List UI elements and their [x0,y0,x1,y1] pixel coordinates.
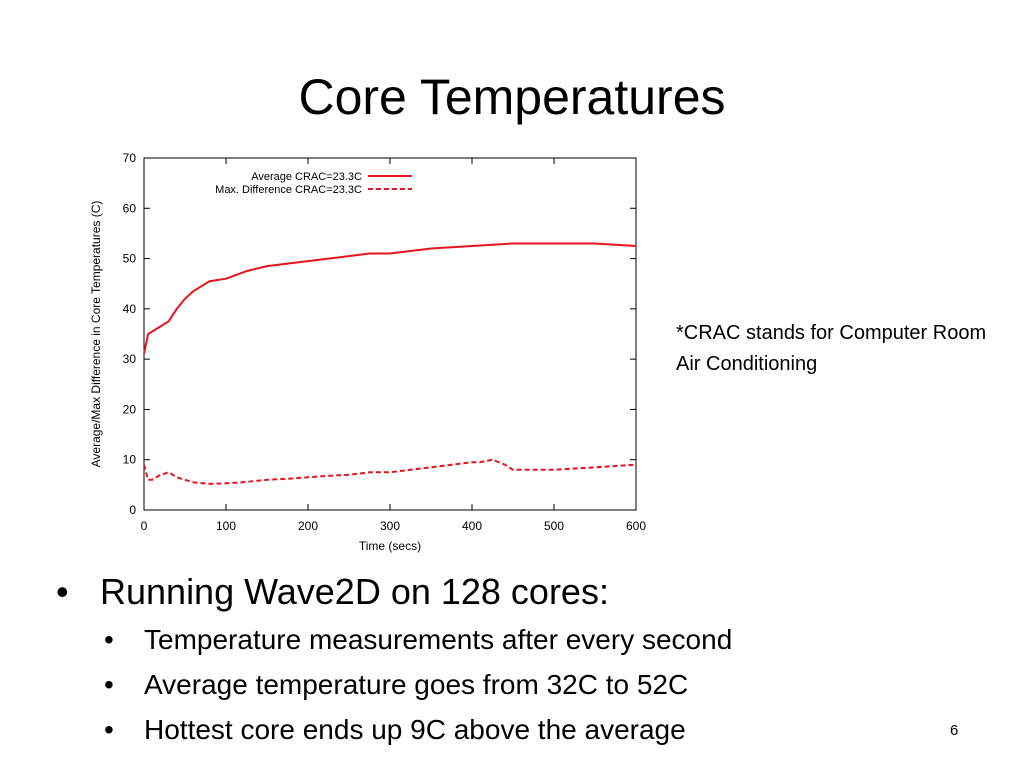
sub-bullet-text: Temperature measurements after every sec… [144,624,733,655]
y-tick-label: 20 [123,402,137,416]
y-tick-label: 70 [123,151,137,165]
bullet-dot: • [104,669,114,700]
bullet-main: • Running Wave2D on 128 cores: [56,567,732,617]
series-line-1 [143,242,637,355]
temperature-chart: 0 100 200 300 400 500 600 0 10 20 30 40 50 60 70 Time (… [89,151,646,553]
page-number: 6 [950,722,959,739]
x-tick-label: 600 [626,519,646,533]
y-tick-label: 50 [123,252,137,266]
x-tick-label: 400 [462,519,482,533]
series-line-2 [143,458,637,485]
plot-frame [143,157,637,511]
sub-bullet-text: Average temperature goes from 32C to 52C [144,669,689,700]
bullet-dot: • [56,571,69,612]
sub-bullet: • Hottest core ends up 9C above the aver… [104,707,732,752]
x-axis-label: Time (secs) [359,539,421,553]
y-tick-label: 10 [123,453,137,467]
sub-bullet: • Temperature measurements after every s… [104,617,732,662]
y-axis-label: Average/Max Difference in Core Temperatu… [89,201,103,468]
x-tick-label: 200 [298,519,318,533]
sub-bullet-text: Hottest core ends up 9C above the averag… [144,714,686,745]
bullet-list: • Running Wave2D on 128 cores: • Tempera… [56,567,732,752]
bullet-dot: • [104,624,114,655]
x-tick-label: 300 [380,519,400,533]
y-tick-label: 40 [123,302,137,316]
x-tick-label: 0 [141,519,148,533]
legend-label: Average CRAC=23.3C [251,171,362,183]
sub-bullet-list: • Temperature measurements after every s… [104,617,732,752]
y-tick-label: 30 [123,352,137,366]
y-tick-label: 60 [123,201,137,215]
slide-title: Core Temperatures [298,69,726,125]
x-tick-label: 500 [544,519,564,533]
crac-note: *CRAC stands for Computer Room Air Condi… [676,322,987,375]
legend-label: Max. Difference CRAC=23.3C [215,184,362,196]
sub-bullet: • Average temperature goes from 32C to 5… [104,662,732,707]
y-tick-label: 0 [129,503,136,517]
bullet-dot: • [104,714,114,745]
x-tick-label: 100 [216,519,236,533]
bullet-main-text: Running Wave2D on 128 cores: [100,571,609,612]
